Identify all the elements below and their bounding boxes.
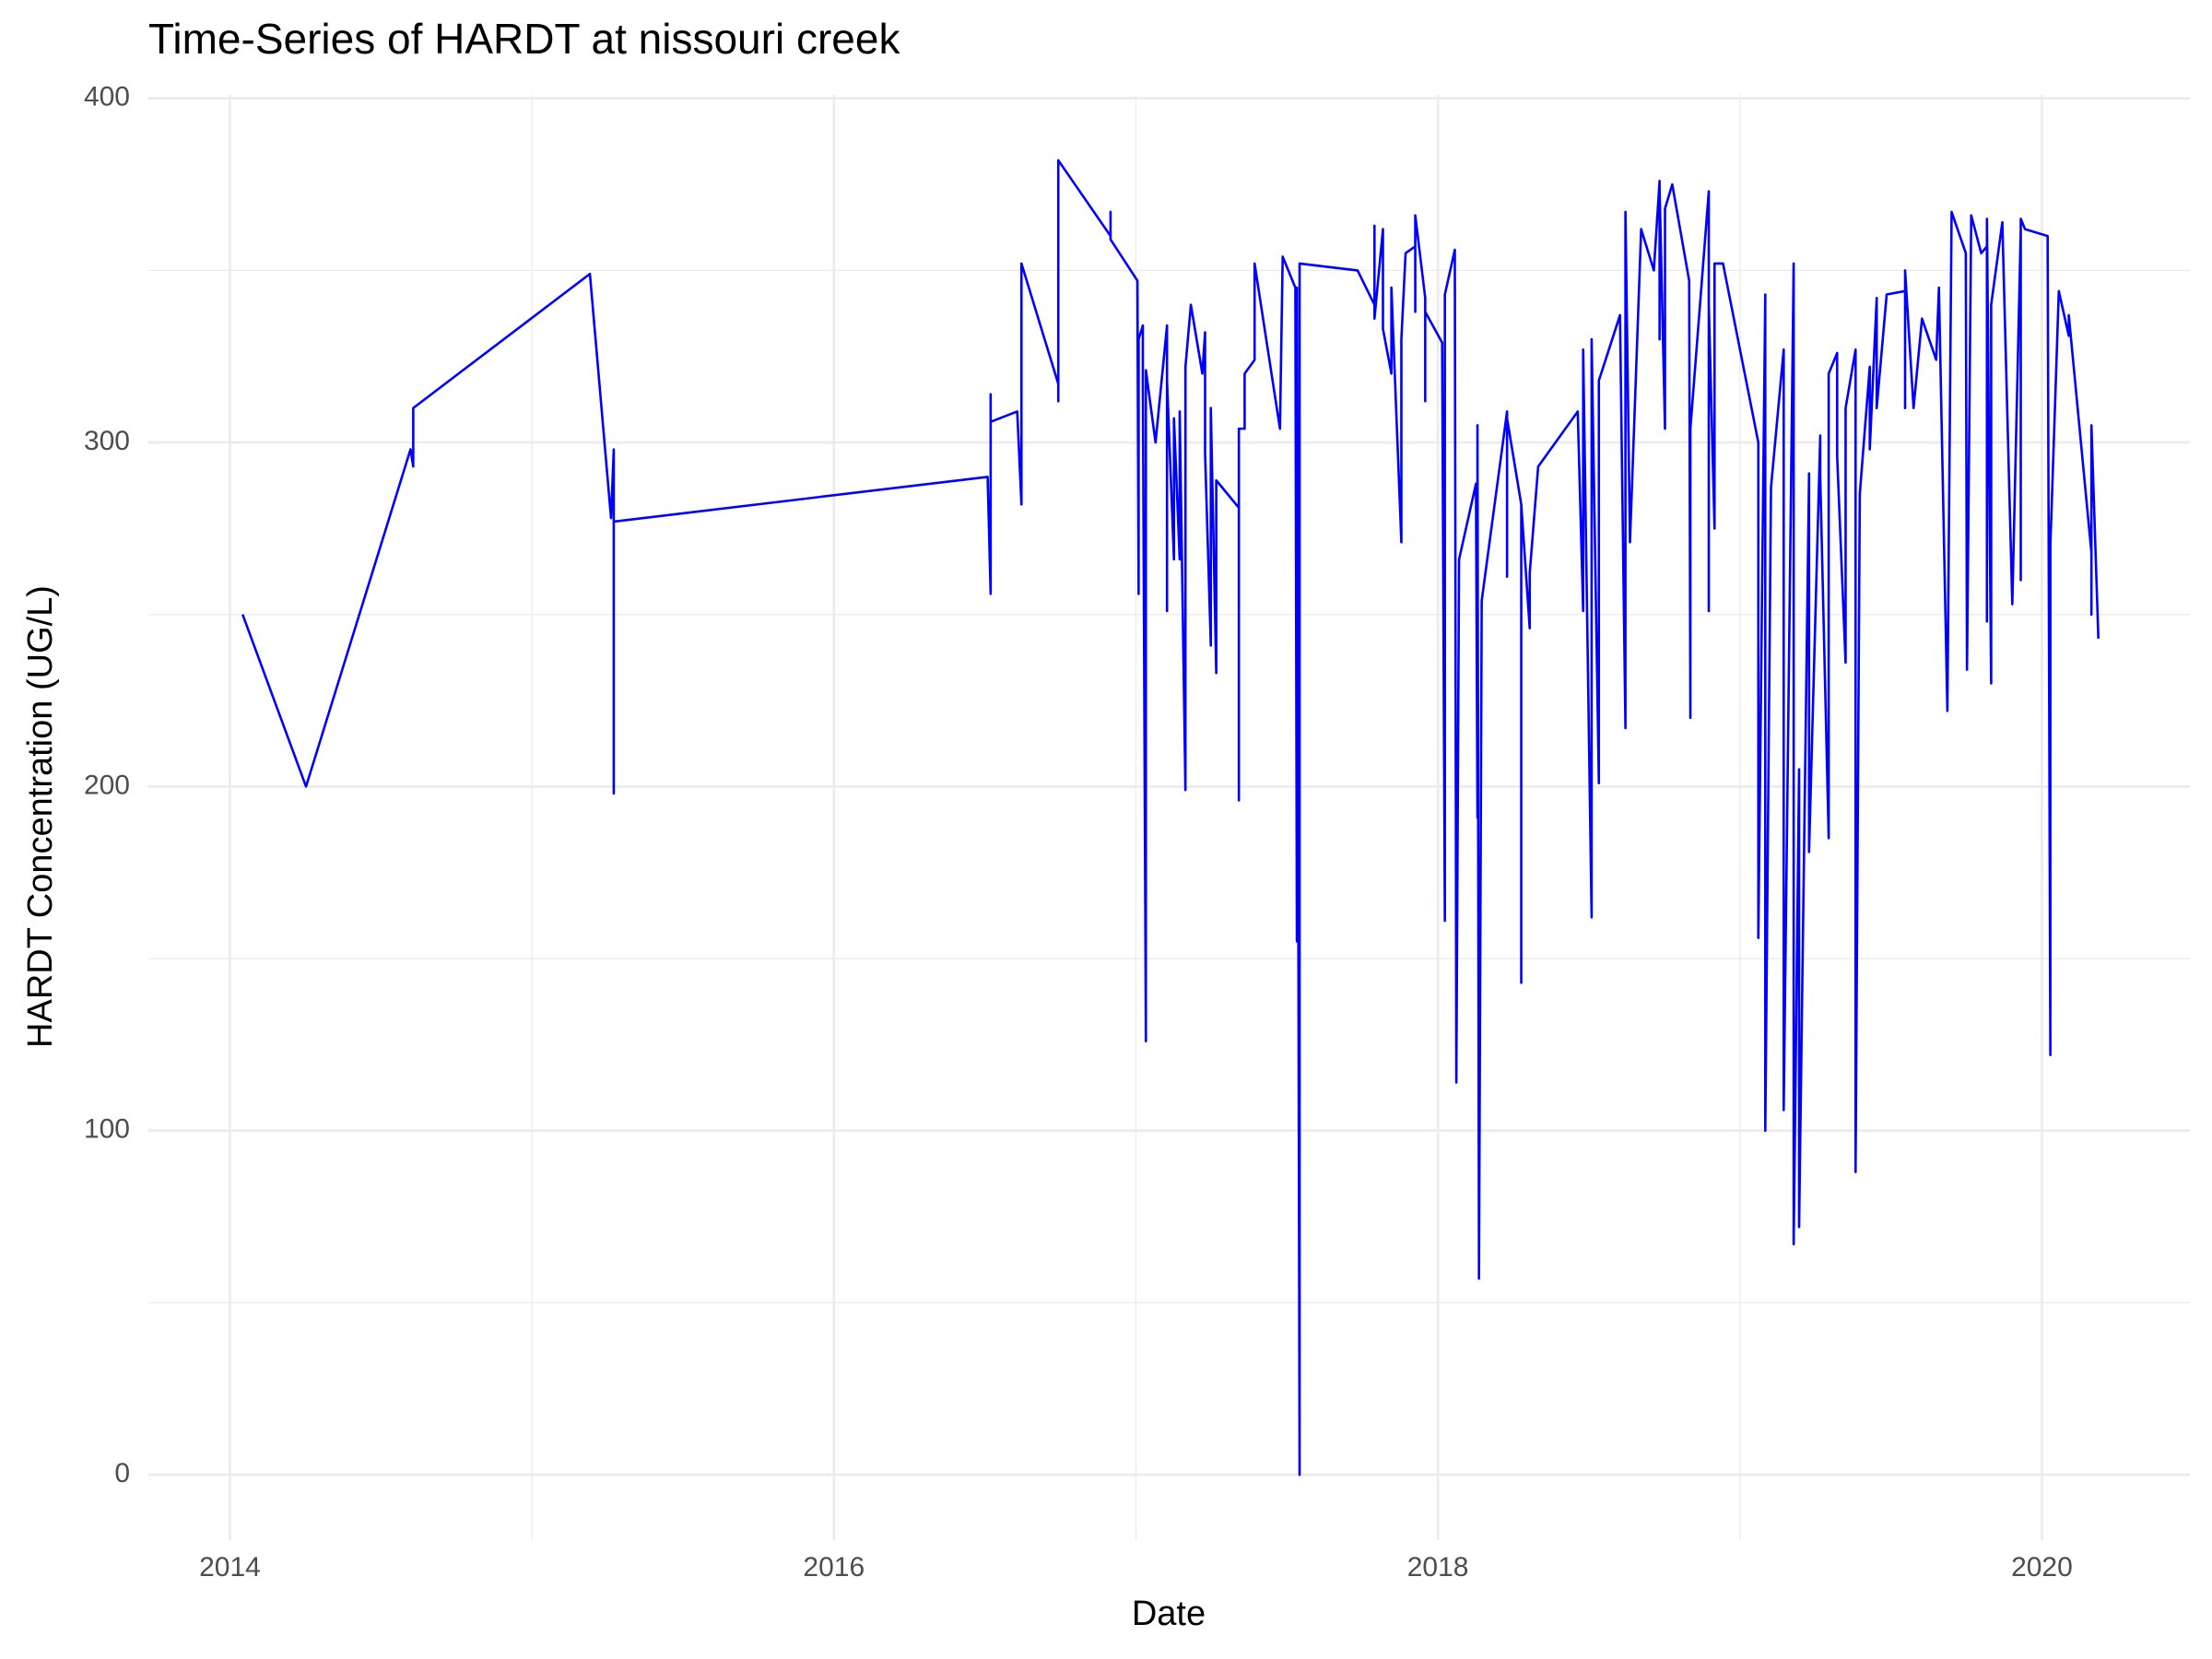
y-tick-label: 0 [114, 1458, 130, 1488]
data-line [241, 159, 2100, 1477]
y-tick-label: 400 [84, 82, 130, 112]
grid [148, 95, 2190, 1540]
x-tick-label: 2014 [199, 1552, 261, 1583]
x-tick-label: 2018 [1407, 1552, 1469, 1583]
x-axis-title: Date [1132, 1594, 1206, 1633]
x-tick-label: 2016 [803, 1552, 865, 1583]
y-axis-title: HARDT Concentration (UG/L) [21, 585, 60, 1048]
plot [241, 159, 2100, 1477]
y-tick-label: 200 [84, 770, 130, 800]
y-tick-label: 300 [84, 426, 130, 456]
x-tick-label: 2020 [2011, 1552, 2073, 1583]
chart-title: Time-Series of HARDT at nissouri creek [148, 15, 900, 63]
y-tick-label: 100 [84, 1114, 130, 1145]
